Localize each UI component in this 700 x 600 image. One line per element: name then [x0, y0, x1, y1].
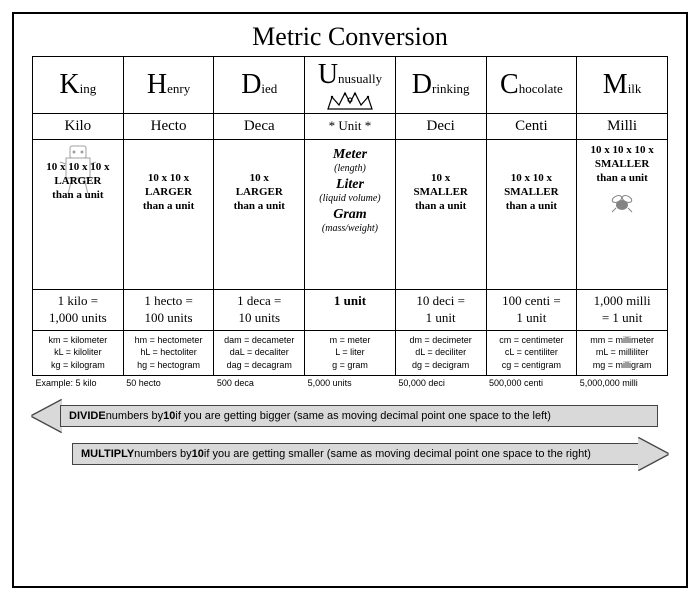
size-text: 10 x LARGER than a unit: [216, 172, 302, 213]
prefix-row: Kilo Hecto Deca * Unit * Deci Centi Mill…: [33, 114, 668, 140]
mnem-rest: nusually: [338, 71, 382, 86]
arrow-num: 10: [163, 410, 175, 422]
size-text: 10 x SMALLER than a unit: [398, 172, 484, 213]
arrow-right-icon: [638, 438, 668, 470]
mnem-rest: ing: [80, 81, 97, 96]
size-text: 10 x 10 x LARGER than a unit: [126, 172, 212, 213]
fly-icon: [608, 191, 636, 213]
prefix: Hecto: [123, 114, 214, 140]
mnem-letter: D: [241, 69, 261, 100]
abbr: mm = millimeter mL = milliliter mg = mil…: [577, 330, 668, 375]
abbr: m = meter L = liter g = gram: [305, 330, 396, 375]
example-row: Example: 5 kilo 50 hecto 500 deca 5,000 …: [33, 375, 668, 390]
example: Example: 5 kilo: [33, 375, 124, 390]
example: 500 deca: [214, 375, 305, 390]
mnem-rest: enry: [167, 81, 190, 96]
equation: 1 hecto = 100 units: [123, 290, 214, 331]
mnem-letter: K: [59, 69, 79, 100]
mnemonic-row: King Henry Died Unusually Drinking Choco…: [33, 57, 668, 114]
equation: 1,000 milli = 1 unit: [577, 290, 668, 331]
example: 50,000 deci: [395, 375, 486, 390]
unit-measure: (mass/weight): [307, 223, 393, 234]
arrow-text: if you are getting bigger (same as movin…: [175, 410, 550, 422]
mnem-rest: ilk: [628, 81, 642, 96]
mnem-letter: H: [147, 69, 167, 100]
equation: 1 deca = 10 units: [214, 290, 305, 331]
example: 50 hecto: [123, 375, 214, 390]
arrow-text: numbers by: [106, 410, 163, 422]
prefix: * Unit *: [305, 114, 396, 140]
arrow-text: if you are getting smaller (same as movi…: [204, 448, 591, 460]
multiply-arrow: MULTIPLY numbers by 10 if you are gettin…: [32, 438, 668, 470]
prefix: Deca: [214, 114, 305, 140]
prefix: Deci: [395, 114, 486, 140]
example: 5,000 units: [305, 375, 396, 390]
arrows-section: DIVIDE numbers by 10 if you are getting …: [32, 400, 668, 470]
arrow-word: MULTIPLY: [81, 448, 134, 460]
divide-arrow: DIVIDE numbers by 10 if you are getting …: [32, 400, 668, 432]
size-text: 10 x 10 x SMALLER than a unit: [489, 172, 575, 213]
mnem-letter: U: [318, 59, 338, 90]
equation: 100 centi = 1 unit: [486, 290, 577, 331]
unit-measure: (length): [307, 163, 393, 174]
unit-name: Liter: [307, 177, 393, 193]
abbr-row: km = kilometer kL = kiloliter kg = kilog…: [33, 330, 668, 375]
mnem-letter: C: [500, 69, 519, 100]
equation: 10 deci = 1 unit: [395, 290, 486, 331]
description-row: 10 x 10 x 10 x LARGER than a unit 10 x 1…: [33, 140, 668, 290]
abbr: dm = decimeter dL = deciliter dg = decig…: [395, 330, 486, 375]
equation-row: 1 kilo = 1,000 units 1 hecto = 100 units…: [33, 290, 668, 331]
size-text: 10 x 10 x 10 x LARGER than a unit: [35, 161, 121, 202]
crown-icon: [326, 91, 374, 111]
abbr: km = kilometer kL = kiloliter kg = kilog…: [33, 330, 124, 375]
prefix: Milli: [577, 114, 668, 140]
page-title: Metric Conversion: [32, 22, 668, 52]
abbr: hm = hectometer hL = hectoliter hg = hec…: [123, 330, 214, 375]
mnem-rest: ied: [261, 81, 277, 96]
abbr: cm = centimeter cL = centiliter cg = cen…: [486, 330, 577, 375]
abbr: dam = decameter daL = decaliter dag = de…: [214, 330, 305, 375]
unit-name: Meter: [307, 147, 393, 163]
arrow-left-icon: [32, 400, 62, 432]
prefix: Kilo: [33, 114, 124, 140]
metric-conversion-card: Metric Conversion King Henry Died Unusua…: [12, 12, 688, 588]
prefix: Centi: [486, 114, 577, 140]
conversion-table: King Henry Died Unusually Drinking Choco…: [32, 56, 668, 390]
mnem-rest: rinking: [432, 81, 470, 96]
equation: 1 kilo = 1,000 units: [33, 290, 124, 331]
example: 500,000 centi: [486, 375, 577, 390]
equation: 1 unit: [305, 290, 396, 331]
mnem-letter: M: [603, 69, 628, 100]
example: 5,000,000 milli: [577, 375, 668, 390]
arrow-text: numbers by: [134, 448, 191, 460]
mnem-letter: D: [412, 69, 432, 100]
arrow-word: DIVIDE: [69, 410, 106, 422]
mnem-rest: hocolate: [519, 81, 563, 96]
unit-measure: (liquid volume): [307, 193, 393, 204]
size-text: 10 x 10 x 10 x SMALLER than a unit: [579, 144, 665, 185]
unit-name: Gram: [307, 207, 393, 223]
arrow-num: 10: [192, 448, 204, 460]
